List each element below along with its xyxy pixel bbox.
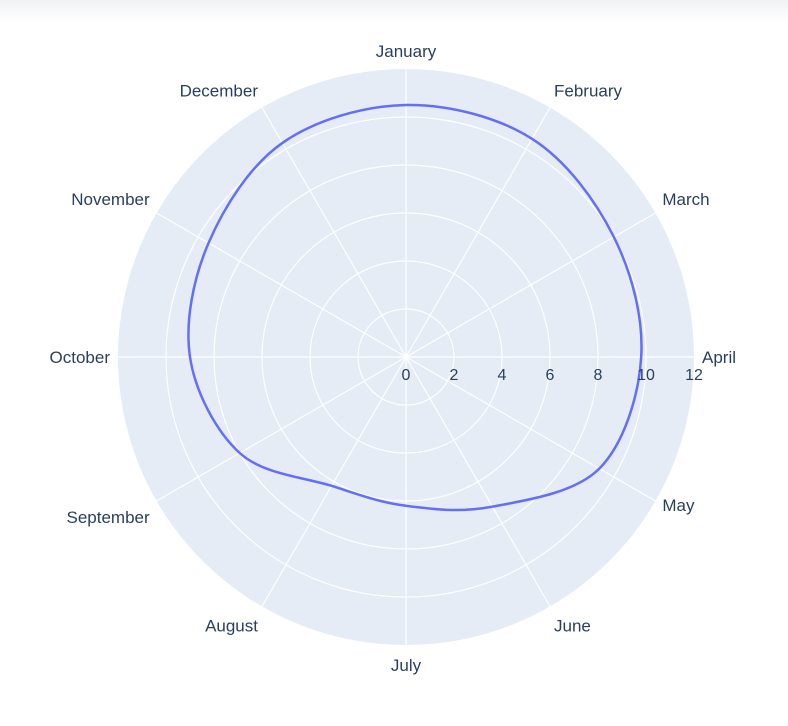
month-label-november: November [71, 190, 150, 209]
month-label-february: February [554, 82, 623, 101]
radial-tick-10: 10 [637, 367, 655, 384]
series-line [187, 103, 643, 512]
spoke-may [405, 356, 656, 502]
spoke-august [261, 356, 407, 607]
radial-tick-4: 4 [498, 367, 507, 384]
spoke-september [156, 356, 407, 502]
spoke-june [405, 356, 551, 607]
month-label-may: May [662, 496, 695, 515]
angular-tick-labels: January February March April May June July Augu… [50, 42, 737, 675]
month-label-july: July [391, 656, 422, 675]
month-label-april: April [702, 348, 736, 367]
month-label-september: September [66, 508, 149, 527]
radial-tick-12: 12 [685, 367, 703, 384]
month-label-december: December [180, 82, 259, 101]
month-label-october: October [50, 348, 111, 367]
radial-tick-6: 6 [546, 367, 555, 384]
radial-tick-0: 0 [402, 367, 411, 384]
spoke-december [261, 107, 407, 358]
spoke-february [405, 107, 551, 358]
month-label-january: January [376, 42, 437, 61]
month-label-march: March [662, 190, 709, 209]
radial-tick-labels: 0 2 4 6 8 10 12 [402, 367, 703, 384]
radial-tick-2: 2 [450, 367, 459, 384]
radial-tick-8: 8 [594, 367, 603, 384]
month-label-august: August [205, 616, 258, 635]
month-label-june: June [554, 616, 591, 635]
top-shadow-bar [0, 0, 788, 22]
spoke-november [156, 212, 407, 358]
